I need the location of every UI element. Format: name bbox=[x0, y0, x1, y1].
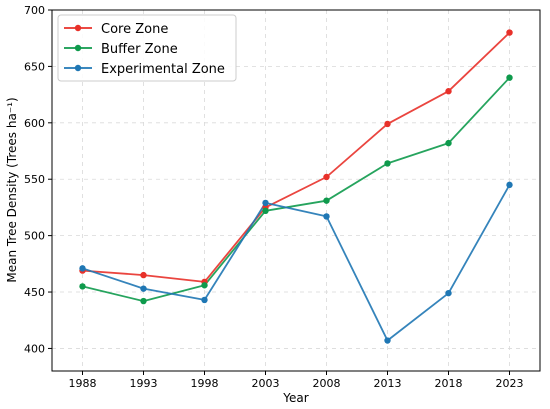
legend-swatch-marker bbox=[74, 24, 82, 32]
data-point bbox=[384, 120, 391, 128]
legend-swatch-marker bbox=[74, 44, 82, 52]
y-tick-label: 700 bbox=[24, 4, 45, 17]
y-tick-label: 550 bbox=[24, 173, 45, 186]
data-point bbox=[140, 285, 147, 292]
series-points bbox=[79, 29, 513, 344]
legend-box bbox=[57, 14, 237, 82]
y-tick-label: 600 bbox=[24, 117, 45, 130]
data-point bbox=[384, 337, 391, 344]
data-point bbox=[506, 29, 513, 36]
data-point bbox=[140, 271, 147, 279]
series-line bbox=[82, 31, 511, 283]
plot-frame bbox=[51, 9, 541, 372]
legend: Core Zone Buffer Zone Experimental Zone bbox=[57, 14, 237, 82]
y-tick-label: 650 bbox=[24, 60, 45, 73]
series-line bbox=[82, 77, 511, 302]
x-tick-label: 2018 bbox=[435, 377, 463, 390]
legend-swatch-marker bbox=[74, 64, 82, 72]
data-point bbox=[506, 74, 513, 81]
data-point bbox=[140, 297, 147, 305]
y-tick-label: 450 bbox=[24, 286, 45, 299]
data-point bbox=[79, 265, 86, 272]
x-tick-label: 2003 bbox=[252, 377, 280, 390]
data-point bbox=[445, 88, 452, 95]
y-axis-title: Mean Tree Density (Trees ha⁻¹) bbox=[5, 97, 19, 282]
data-point bbox=[384, 160, 391, 167]
series-lines bbox=[82, 31, 511, 342]
data-point bbox=[262, 207, 269, 215]
x-tick-label: 2013 bbox=[374, 377, 402, 390]
data-point bbox=[506, 181, 513, 189]
series-line bbox=[82, 184, 511, 342]
x-tick-label: 2023 bbox=[496, 377, 524, 390]
data-point bbox=[445, 289, 452, 297]
x-tick-label: 2008 bbox=[313, 377, 341, 390]
data-point bbox=[79, 283, 86, 290]
x-tick-label: 1988 bbox=[69, 377, 97, 390]
y-tick-label: 400 bbox=[24, 342, 45, 355]
y-tick-label: 500 bbox=[24, 230, 45, 243]
data-point bbox=[201, 282, 208, 289]
x-tick-label: 1998 bbox=[191, 377, 219, 390]
data-point bbox=[201, 296, 208, 304]
y-axis-ticks: 400 450 500 550 600 650 700 bbox=[24, 4, 52, 355]
legend-label: Core Zone bbox=[101, 22, 168, 37]
x-axis-ticks: 1988 1993 1998 2003 2008 2013 2018 2023 bbox=[69, 371, 524, 390]
x-tick-label: 1993 bbox=[130, 377, 158, 390]
data-point bbox=[262, 199, 269, 207]
x-axis-title: Year bbox=[282, 391, 308, 405]
data-point bbox=[445, 139, 452, 147]
data-point bbox=[323, 213, 330, 220]
data-point bbox=[323, 197, 330, 204]
legend-label: Experimental Zone bbox=[101, 62, 225, 77]
data-point bbox=[323, 173, 330, 181]
legend-label: Buffer Zone bbox=[101, 42, 178, 57]
